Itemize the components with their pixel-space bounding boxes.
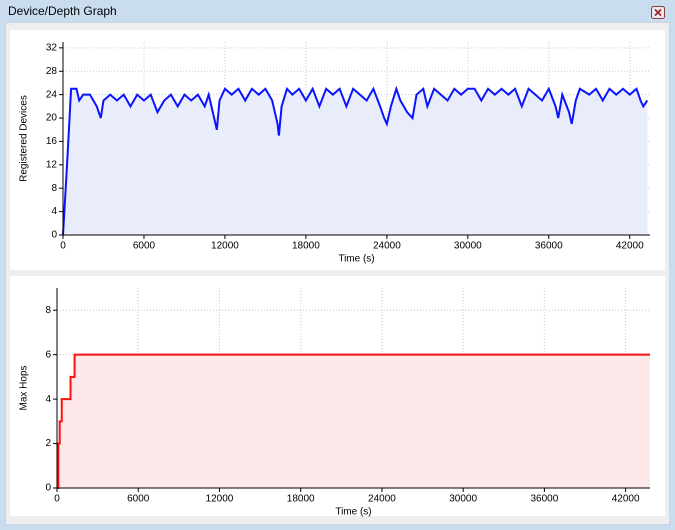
x-axis-label: Time (s) — [335, 507, 371, 518]
y-tick-label: 0 — [51, 230, 57, 241]
y-tick-label: 2 — [45, 438, 51, 449]
x-tick-label: 18000 — [292, 241, 320, 252]
x-axis-label: Time (s) — [338, 254, 374, 265]
x-tick-label: 30000 — [454, 241, 482, 252]
x-tick-label: 24000 — [373, 241, 401, 252]
x-tick-label: 0 — [54, 494, 60, 505]
y-tick-label: 20 — [46, 113, 58, 124]
x-tick-label: 0 — [60, 241, 66, 252]
x-tick-label: 42000 — [616, 241, 644, 252]
window-title: Device/Depth Graph — [8, 4, 117, 18]
y-tick-label: 6 — [45, 349, 51, 360]
y-tick-label: 8 — [51, 183, 57, 194]
y-tick-label: 24 — [46, 89, 58, 100]
x-tick-label: 18000 — [287, 494, 315, 505]
x-tick-label: 24000 — [368, 494, 396, 505]
x-tick-label: 30000 — [449, 494, 477, 505]
y-tick-label: 4 — [45, 394, 51, 405]
x-tick-label: 12000 — [206, 494, 234, 505]
x-tick-label: 36000 — [535, 241, 563, 252]
line — [62, 85, 649, 236]
x-tick-label: 42000 — [612, 494, 640, 505]
y-tick-label: 8 — [45, 305, 51, 316]
y-axis-label: Max Hops — [19, 365, 30, 410]
area-fill — [57, 354, 650, 488]
y-tick-label: 0 — [45, 483, 51, 494]
y-tick-label: 28 — [46, 66, 58, 77]
y-tick-label: 16 — [46, 136, 58, 147]
y-tick-label: 4 — [51, 206, 57, 217]
y-tick-label: 32 — [46, 42, 58, 53]
x-tick-label: 36000 — [530, 494, 558, 505]
area-fill — [63, 88, 648, 236]
close-button[interactable] — [651, 6, 665, 19]
x-tick-label: 6000 — [133, 241, 156, 252]
line — [57, 353, 650, 489]
x-tick-label: 12000 — [211, 241, 239, 252]
y-tick-label: 12 — [46, 159, 58, 170]
x-tick-label: 6000 — [127, 494, 150, 505]
y-axis-label: Registered Devices — [19, 95, 30, 182]
